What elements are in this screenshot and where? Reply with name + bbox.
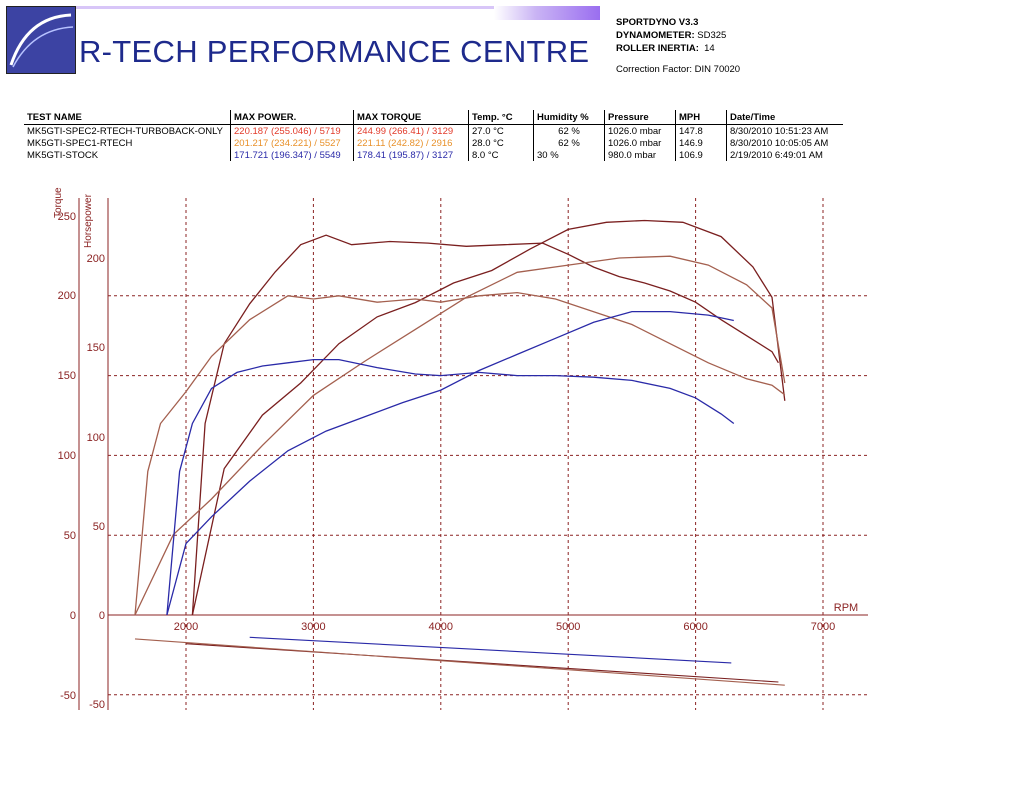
x-tick-label: 4000 xyxy=(429,621,453,633)
run-max-power: 171.721 (196.347) / 5549 xyxy=(230,149,354,161)
x-tick-label: 2000 xyxy=(174,621,198,633)
table-row: MK5GTI-SPEC2-RTECH-TURBOBACK-ONLY 220.18… xyxy=(24,124,843,137)
col-header-temp: Temp. °C xyxy=(468,110,534,125)
table-header-row: TEST NAME MAX POWER. MAX TORQUE Temp. °C… xyxy=(24,110,843,125)
col-header-max-power: MAX POWER. xyxy=(230,110,354,125)
run-date: 2/19/2010 6:49:01 AM xyxy=(726,149,843,161)
y-tick-label-horsepower: 0 xyxy=(99,610,105,622)
header-stripe xyxy=(494,6,600,20)
power-curve-line xyxy=(191,219,786,616)
logo-image xyxy=(6,6,76,74)
x-tick-label: 6000 xyxy=(683,621,707,633)
power-curve-line xyxy=(166,310,734,616)
y-tick-label-horsepower: 150 xyxy=(87,342,105,354)
run-date: 8/30/2010 10:51:23 AM xyxy=(726,124,843,137)
dynamometer-value: SD325 xyxy=(697,30,727,41)
power-curve-line xyxy=(134,255,786,616)
y-tick-label-horsepower: 50 xyxy=(93,521,105,533)
run-date: 8/30/2010 10:05:05 AM xyxy=(726,137,843,149)
col-header-pressure: Pressure xyxy=(604,110,676,125)
x-tick-label: 5000 xyxy=(556,621,580,633)
torque-curve-line xyxy=(166,358,735,616)
col-header-date-time: Date/Time xyxy=(726,110,843,125)
col-header-mph: MPH xyxy=(675,110,727,125)
y-tick-label-torque: 50 xyxy=(64,530,76,542)
run-max-power: 220.187 (255.046) / 5719 xyxy=(230,124,354,137)
run-temp: 27.0 °C xyxy=(468,124,534,137)
run-mph: 147.8 xyxy=(675,124,727,137)
correction-factor: Correction Factor: DIN 70020 xyxy=(616,64,741,75)
y-tick-label-torque: 250 xyxy=(58,211,76,223)
coastdown-line xyxy=(249,636,732,664)
dyno-chart: 250 200 150 100 50 0 -50 200 150 100 50 0 -50 2000 300… xyxy=(58,198,868,711)
run-name: MK5GTI-STOCK xyxy=(27,149,99,161)
run-temp: 28.0 °C xyxy=(468,137,534,149)
run-max-power: 201.217 (234.221) / 5527 xyxy=(230,137,354,149)
run-humidity: 30 % xyxy=(533,149,605,161)
header-stripe-top xyxy=(76,6,496,9)
y-tick-label-torque: -50 xyxy=(60,690,76,702)
run-humidity: 62 % xyxy=(533,137,605,149)
x-axis-label: RPM xyxy=(834,602,858,614)
y-tick-label-horsepower: 100 xyxy=(87,432,105,444)
runs-table: TEST NAME MAX POWER. MAX TORQUE Temp. °C… xyxy=(24,110,843,161)
run-temp: 8.0 °C xyxy=(468,149,534,161)
dyno-meta: SPORTDYNO V3.3 DYNAMOMETER: SD325 ROLLER… xyxy=(616,16,740,76)
roller-inertia-value: 14 xyxy=(704,43,715,54)
header-banner: R-TECH PERFORMANCE CENTRE xyxy=(0,0,600,80)
y-tick-label-horsepower: -50 xyxy=(89,699,105,711)
y-tick-label-torque: 150 xyxy=(58,370,76,382)
software-label: SPORTDYNO V3.3 xyxy=(616,17,699,28)
col-header-test-name: TEST NAME xyxy=(24,110,231,125)
logo-swoosh-icon xyxy=(7,7,75,73)
run-pressure: 980.0 mbar xyxy=(604,149,676,161)
y-tick-label-torque: 200 xyxy=(58,290,76,302)
run-max-torque: 244.99 (266.41) / 3129 xyxy=(353,124,469,137)
run-name: MK5GTI-SPEC2-RTECH-TURBOBACK-ONLY xyxy=(27,125,224,137)
y-tick-label-torque: 0 xyxy=(70,610,76,622)
roller-inertia-label: ROLLER INERTIA: xyxy=(616,43,699,54)
run-pressure: 1026.0 mbar xyxy=(604,124,676,137)
col-header-max-torque: MAX TORQUE xyxy=(353,110,469,125)
run-mph: 146.9 xyxy=(675,137,727,149)
x-tick-label: 7000 xyxy=(811,621,835,633)
dynamometer-label: DYNAMOMETER: xyxy=(616,30,695,41)
col-header-humidity: Humidity % xyxy=(533,110,605,125)
coastdown-line xyxy=(134,638,785,686)
y-tick-label-torque: 100 xyxy=(58,450,76,462)
run-mph: 106.9 xyxy=(675,149,727,161)
torque-curve-line xyxy=(134,291,786,616)
y-tick-label-horsepower: 200 xyxy=(87,253,105,265)
run-name: MK5GTI-SPEC1-RTECH xyxy=(27,137,133,149)
table-row: MK5GTI-SPEC1-RTECH 201.217 (234.221) / 5… xyxy=(24,137,843,149)
run-humidity: 62 % xyxy=(533,124,605,137)
x-tick-label: 3000 xyxy=(301,621,325,633)
table-row: MK5GTI-STOCK 171.721 (196.347) / 5549 17… xyxy=(24,149,843,161)
run-pressure: 1026.0 mbar xyxy=(604,137,676,149)
torque-curve-line xyxy=(191,234,779,616)
page-title: R-TECH PERFORMANCE CENTRE xyxy=(79,34,590,69)
run-max-torque: 178.41 (195.87) / 3127 xyxy=(353,149,469,161)
run-max-torque: 221.11 (242.82) / 2916 xyxy=(353,137,469,149)
